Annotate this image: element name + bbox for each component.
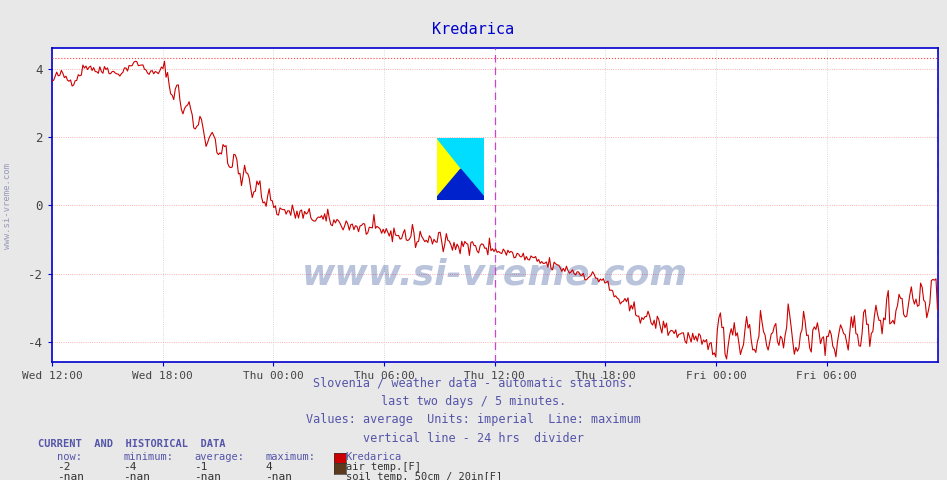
Text: Kredarica: Kredarica — [433, 22, 514, 36]
Polygon shape — [437, 169, 484, 197]
Text: maximum:: maximum: — [265, 452, 315, 462]
Text: www.si-vreme.com: www.si-vreme.com — [3, 163, 12, 250]
Text: -nan: -nan — [265, 472, 293, 480]
Text: average:: average: — [194, 452, 244, 462]
Text: last two days / 5 minutes.: last two days / 5 minutes. — [381, 395, 566, 408]
Text: vertical line - 24 hrs  divider: vertical line - 24 hrs divider — [363, 432, 584, 444]
Text: -nan: -nan — [123, 472, 151, 480]
Text: soil temp. 50cm / 20in[F]: soil temp. 50cm / 20in[F] — [346, 472, 502, 480]
Text: -2: -2 — [57, 462, 70, 472]
Polygon shape — [437, 197, 484, 201]
Text: -1: -1 — [194, 462, 207, 472]
Text: -4: -4 — [123, 462, 136, 472]
Text: 4: 4 — [265, 462, 272, 472]
Text: Slovenia / weather data - automatic stations.: Slovenia / weather data - automatic stat… — [313, 377, 634, 390]
Text: now:: now: — [57, 452, 81, 462]
Text: Values: average  Units: imperial  Line: maximum: Values: average Units: imperial Line: ma… — [306, 413, 641, 426]
Text: air temp.[F]: air temp.[F] — [346, 462, 420, 472]
Text: Kredarica: Kredarica — [346, 452, 402, 462]
Text: CURRENT  AND  HISTORICAL  DATA: CURRENT AND HISTORICAL DATA — [38, 439, 225, 449]
Polygon shape — [437, 138, 484, 197]
Polygon shape — [437, 138, 484, 197]
Text: -nan: -nan — [57, 472, 84, 480]
Text: www.si-vreme.com: www.si-vreme.com — [302, 257, 688, 291]
Text: minimum:: minimum: — [123, 452, 173, 462]
Text: -nan: -nan — [194, 472, 222, 480]
